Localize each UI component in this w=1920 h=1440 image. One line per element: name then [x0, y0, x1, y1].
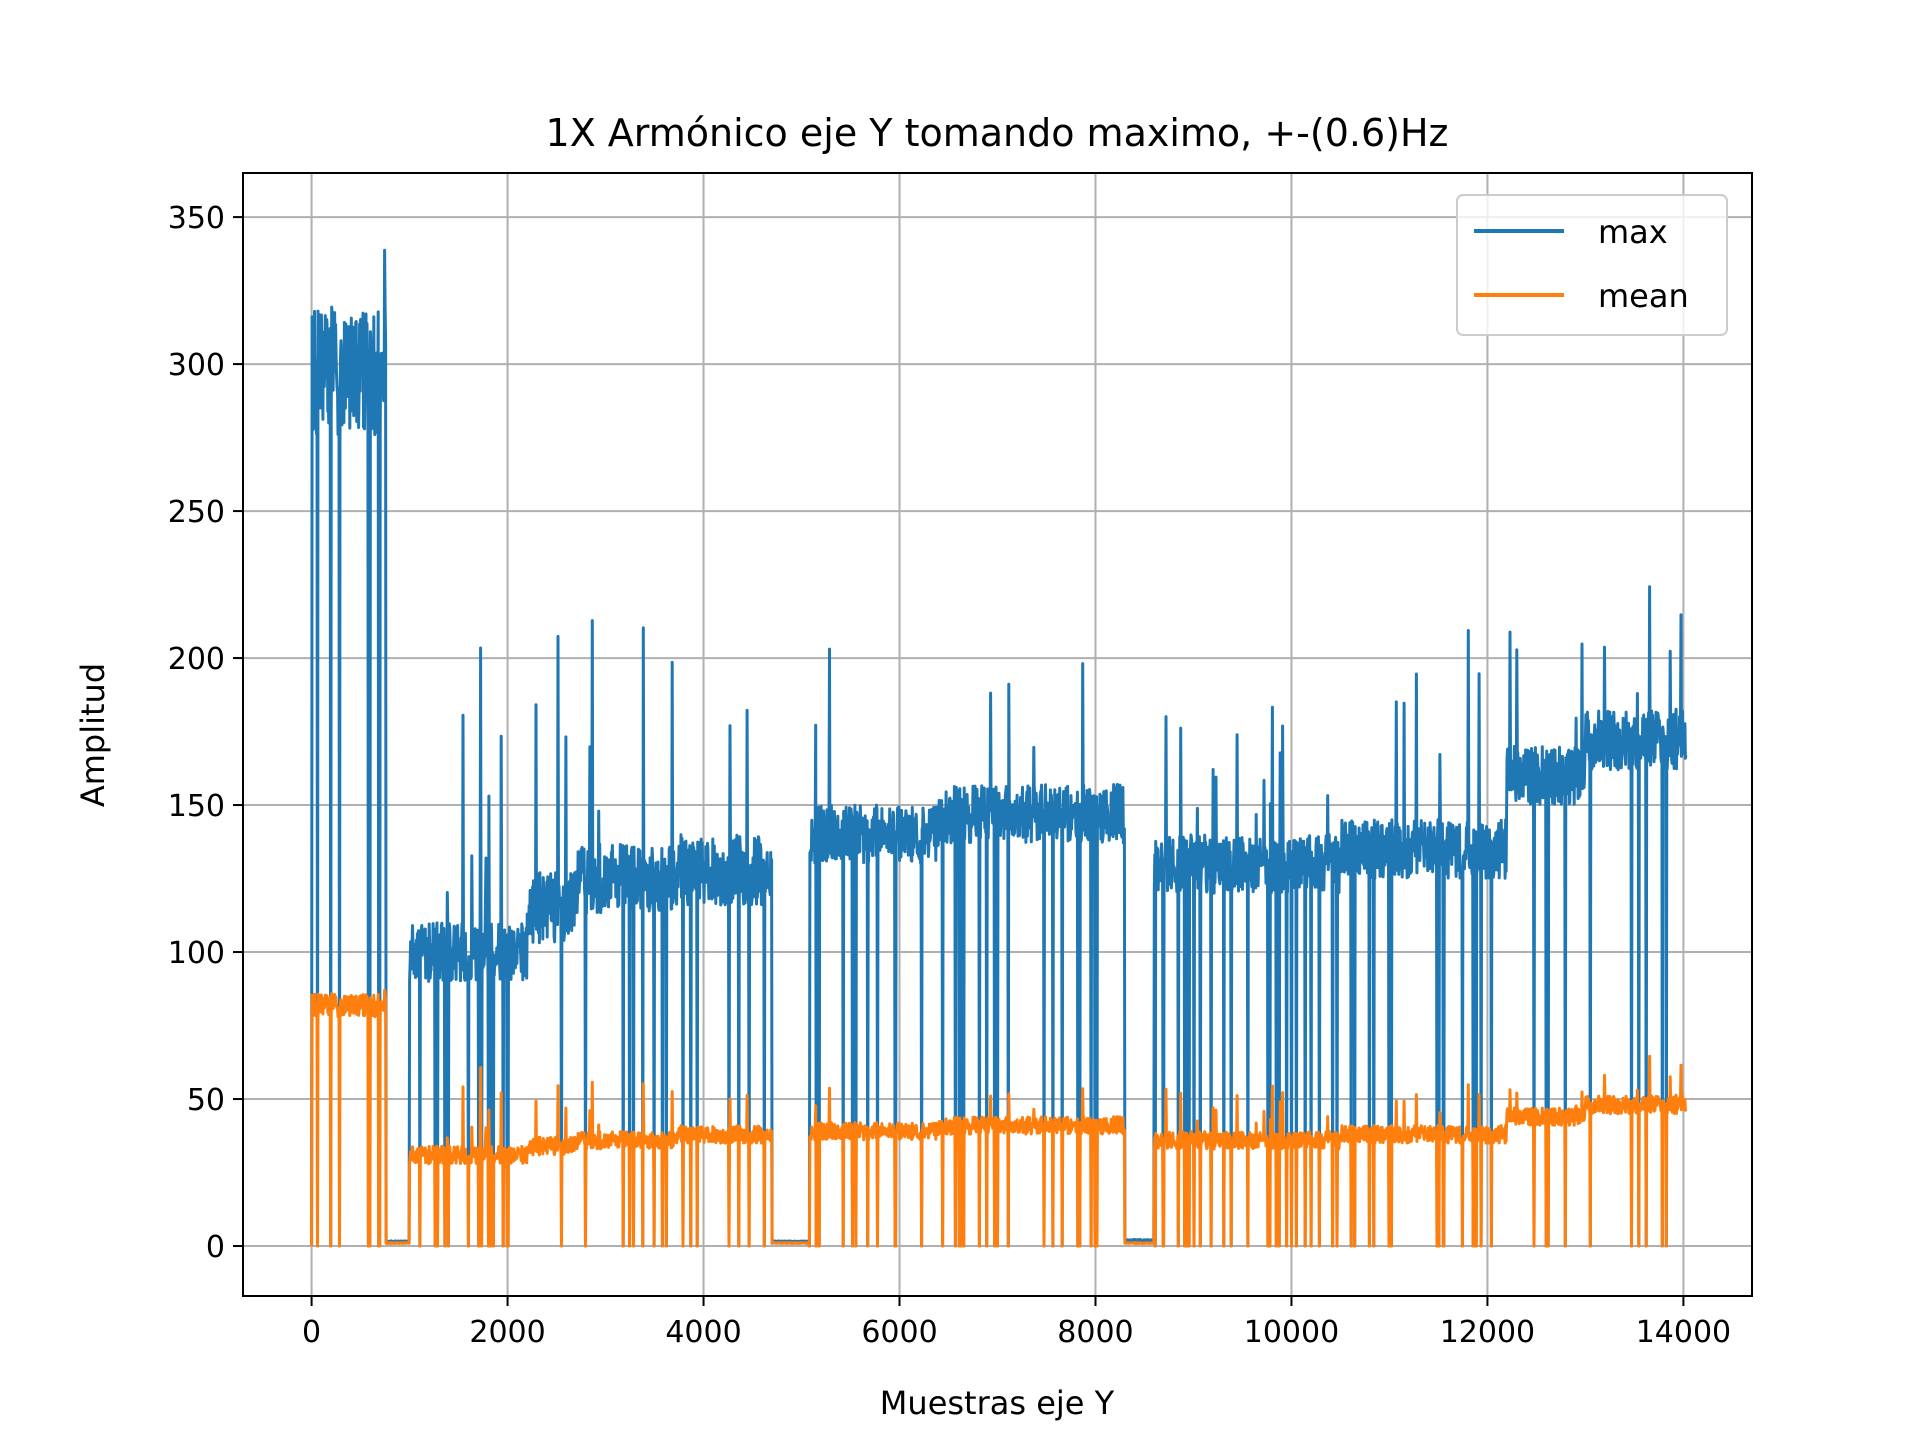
y-tick-label: 100 [168, 936, 225, 971]
x-tick-label: 0 [302, 1315, 321, 1350]
x-tick-label: 14000 [1636, 1315, 1731, 1350]
y-tick-label: 150 [168, 789, 225, 824]
x-tick-label: 8000 [1057, 1315, 1133, 1350]
chart-title: 1X Armónico eje Y tomando maximo, +-(0.6… [546, 111, 1449, 155]
ticks: 0 2000 4000 6000 8000 10000 12000 14000 0 50 100 15… [168, 201, 1731, 1350]
x-tick-label: 12000 [1440, 1315, 1535, 1350]
x-axis-label: Muestras eje Y [880, 1384, 1115, 1422]
plot-frame [242, 172, 1753, 1297]
legend-label-mean: mean [1598, 277, 1689, 315]
y-tick-label: 300 [168, 348, 225, 383]
y-tick-label: 250 [168, 495, 225, 530]
x-tick-label: 10000 [1244, 1315, 1339, 1350]
y-tick-label: 200 [168, 642, 225, 677]
x-tick-label: 2000 [469, 1315, 545, 1350]
x-tick-label: 6000 [861, 1315, 937, 1350]
x-tick-label: 4000 [665, 1315, 741, 1350]
y-tick-label: 350 [168, 201, 225, 236]
legend-label-max: max [1598, 213, 1668, 251]
series-line-max [310, 248, 1688, 1248]
series-line-mean [310, 988, 1688, 1248]
plot-series [310, 248, 1688, 1248]
y-tick-label: 50 [187, 1083, 225, 1118]
y-tick-label: 0 [206, 1230, 225, 1265]
legend: max mean [1456, 194, 1728, 336]
y-axis-label: Amplitud [74, 663, 112, 807]
